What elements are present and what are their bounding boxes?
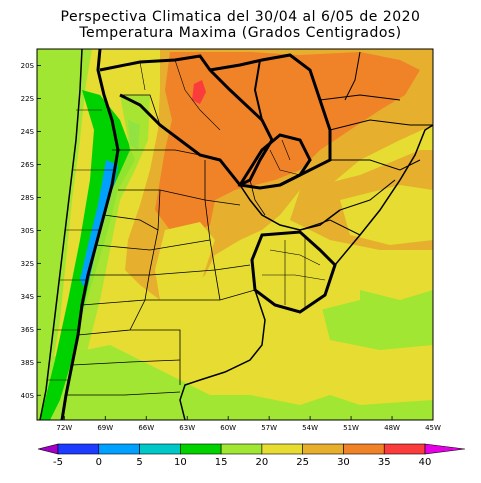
colorbar-tick-label: 10	[174, 457, 187, 468]
lat-tick-label: 20S	[21, 62, 35, 70]
lat-tick-label: 38S	[21, 359, 35, 367]
colorbar-swatch	[98, 443, 140, 455]
lon-tick-label: 69W	[97, 424, 113, 432]
colorbar-swatch	[139, 443, 181, 455]
lat-tick-label: 30S	[21, 227, 35, 235]
colorbar-tick-label: 40	[419, 457, 432, 468]
colorbar-swatch	[220, 443, 263, 455]
colorbar-swatch	[180, 443, 222, 455]
lat-tick-label: 24S	[21, 128, 35, 136]
colorbar-swatch	[302, 443, 344, 455]
lon-tick-label: 51W	[343, 424, 359, 432]
lon-tick-label: 66W	[138, 424, 154, 432]
colorbar-tick-label: -5	[53, 457, 63, 468]
colorbar-tick-label: 5	[136, 457, 142, 468]
colorbar-swatch	[57, 443, 100, 455]
colorbar-swatch	[383, 443, 426, 455]
latitude-axis: 20S 22S 24S 26S 28S 30S 32S 34S 36S 38S 40S	[21, 62, 41, 400]
lat-tick-label: 36S	[21, 326, 35, 334]
colorbar-tick-label: 30	[337, 457, 350, 468]
lat-tick-label: 34S	[21, 293, 35, 301]
colorbar-tick-label: 35	[378, 457, 391, 468]
lat-tick-label: 32S	[21, 260, 35, 268]
lon-tick-label: 60W	[220, 424, 236, 432]
colorbar-low-triangle	[37, 443, 59, 455]
plot-frame	[36, 48, 434, 421]
map-title: Perspectiva Climatica del 30/04 al 6/05 …	[60, 9, 421, 25]
color-scale-bar: -5 0 5 10 15 20 25 30 35 40	[37, 443, 466, 468]
lat-tick-label: 40S	[21, 392, 35, 400]
map-subtitle: Temperatura Maxima (Grados Centigrados)	[79, 25, 402, 41]
lat-tick-label: 26S	[21, 161, 35, 169]
temperature-field	[37, 49, 433, 420]
colorbar-tick-label: 15	[215, 457, 228, 468]
boundaries	[39, 49, 433, 420]
colorbar-tick-label: 25	[296, 457, 309, 468]
longitude-axis: 72W 69W 66W 63W 60W 57W 54W 51W 48W 45W	[56, 416, 441, 432]
lat-tick-label: 28S	[21, 194, 35, 202]
lat-tick-label: 22S	[21, 95, 35, 103]
colorbar-swatch	[261, 443, 303, 455]
colorbar-high-triangle	[424, 443, 466, 455]
lon-tick-label: 48W	[384, 424, 400, 432]
lon-tick-label: 57W	[261, 424, 277, 432]
lon-tick-label: 72W	[56, 424, 72, 432]
lon-tick-label: 63W	[179, 424, 195, 432]
colorbar-swatch	[343, 443, 385, 455]
colorbar-tick-label: 0	[96, 457, 102, 468]
colorbar-tick-label: 20	[256, 457, 269, 468]
lon-tick-label: 45W	[425, 424, 441, 432]
lon-tick-label: 54W	[302, 424, 318, 432]
